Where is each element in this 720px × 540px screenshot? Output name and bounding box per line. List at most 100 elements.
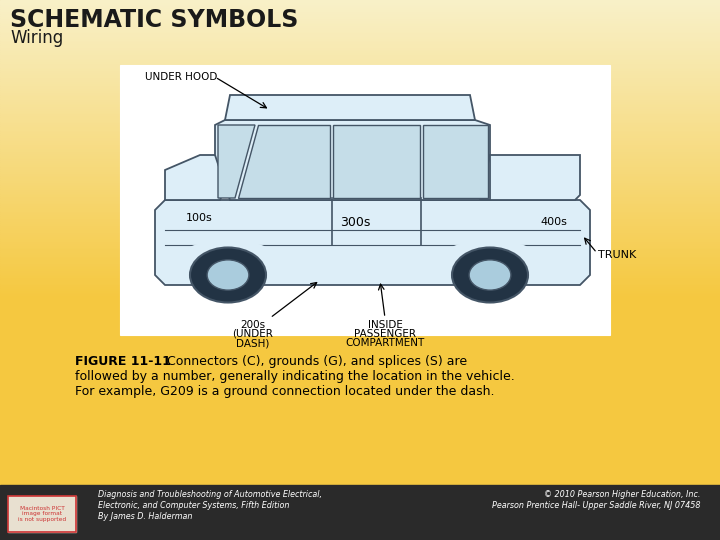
Bar: [0, 451, 720, 454]
Bar: [0, 280, 720, 282]
Bar: [0, 16, 720, 18]
Bar: [0, 395, 720, 398]
Polygon shape: [165, 155, 240, 200]
Bar: [0, 415, 720, 417]
Bar: [0, 53, 720, 56]
Ellipse shape: [452, 247, 528, 302]
Bar: [0, 127, 720, 130]
Bar: [0, 0, 720, 2]
Bar: [0, 444, 720, 447]
Bar: [0, 228, 720, 231]
Bar: [0, 296, 720, 299]
Bar: [0, 442, 720, 444]
Text: 400s: 400s: [540, 217, 567, 227]
Bar: [0, 505, 720, 508]
Bar: [0, 480, 720, 482]
Bar: [0, 399, 720, 401]
Bar: [0, 201, 720, 204]
Bar: [0, 437, 720, 439]
Bar: [0, 203, 720, 205]
Bar: [0, 9, 720, 11]
Bar: [0, 208, 720, 211]
Bar: [0, 12, 720, 15]
Bar: [0, 495, 720, 497]
Bar: [0, 237, 720, 239]
Bar: [0, 518, 720, 520]
Bar: [0, 464, 720, 466]
Bar: [0, 457, 720, 459]
Bar: [0, 338, 720, 340]
Bar: [0, 138, 720, 140]
Bar: [0, 372, 720, 374]
Bar: [0, 125, 720, 128]
Bar: [0, 492, 720, 495]
Bar: [0, 500, 720, 502]
Bar: [0, 33, 720, 36]
Bar: [0, 269, 720, 272]
Bar: [0, 50, 720, 52]
Bar: [0, 322, 720, 324]
Bar: [0, 106, 720, 108]
Bar: [0, 86, 720, 88]
Ellipse shape: [469, 260, 511, 290]
Bar: [0, 52, 720, 54]
Polygon shape: [238, 125, 330, 198]
Bar: [0, 302, 720, 304]
Bar: [0, 448, 720, 450]
Bar: [0, 84, 720, 86]
Bar: [0, 284, 720, 286]
Bar: [0, 273, 720, 275]
Bar: [0, 538, 720, 540]
Polygon shape: [225, 95, 475, 120]
Bar: [0, 194, 720, 196]
Bar: [0, 109, 720, 112]
Bar: [0, 403, 720, 405]
Bar: [0, 309, 720, 312]
Bar: [0, 37, 720, 39]
Bar: [0, 151, 720, 153]
Bar: [0, 87, 720, 90]
Bar: [0, 39, 720, 42]
Bar: [0, 131, 720, 133]
Bar: [0, 160, 720, 162]
Bar: [0, 293, 720, 295]
Bar: [0, 271, 720, 274]
Bar: [0, 363, 720, 366]
Text: 200s: 200s: [240, 320, 266, 330]
Bar: [0, 44, 720, 47]
Bar: [0, 421, 720, 423]
Bar: [0, 516, 720, 518]
Bar: [0, 329, 720, 331]
Bar: [0, 469, 720, 471]
Bar: [0, 430, 720, 432]
Bar: [0, 253, 720, 255]
Bar: [0, 43, 720, 45]
Bar: [0, 352, 720, 355]
Bar: [0, 205, 720, 207]
Bar: [0, 111, 720, 113]
Bar: [0, 268, 720, 270]
Text: Macintosh PICT
image format
is not supported: Macintosh PICT image format is not suppo…: [18, 505, 66, 522]
Bar: [0, 473, 720, 475]
Bar: [0, 190, 720, 193]
Bar: [0, 330, 720, 333]
Bar: [0, 198, 720, 200]
Bar: [0, 532, 720, 535]
Bar: [0, 102, 720, 104]
Bar: [0, 306, 720, 308]
Bar: [0, 156, 720, 158]
Bar: [0, 91, 720, 93]
Bar: [0, 41, 720, 43]
Bar: [0, 178, 720, 180]
Bar: [0, 70, 720, 72]
Bar: [0, 26, 720, 29]
Bar: [0, 530, 720, 533]
Bar: [0, 144, 720, 146]
Bar: [0, 32, 720, 34]
Bar: [0, 6, 720, 9]
Bar: [0, 438, 720, 441]
Bar: [0, 471, 720, 474]
Bar: [0, 489, 720, 491]
Bar: [0, 381, 720, 383]
Bar: [0, 536, 720, 538]
